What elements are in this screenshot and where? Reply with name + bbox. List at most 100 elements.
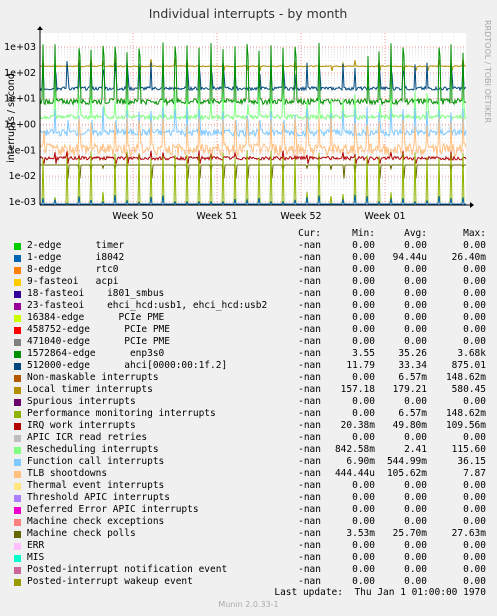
legend-cur: -nan [298, 300, 321, 311]
legend-name: TLB shootdowns [27, 468, 108, 479]
legend-cur: -nan [298, 312, 321, 323]
legend-row: 18-fasteoi i801_smbus -nan 0.00 0.00 0.00 [0, 288, 497, 300]
legend-name: APIC ICR read retries [27, 432, 148, 443]
legend-row: MIS -nan 0.00 0.00 0.00 [0, 552, 497, 564]
x-tick-label: Week 50 [112, 211, 153, 222]
legend-min: 0.00 [352, 480, 375, 491]
legend-max: 0.00 [463, 492, 486, 503]
legend-min: 0.00 [352, 432, 375, 443]
legend-cur: -nan [298, 432, 321, 443]
legend-row: ERR -nan 0.00 0.00 0.00 [0, 540, 497, 552]
legend-row: 1-edge i8042 -nan 0.00 94.44u 26.40m [0, 252, 497, 264]
x-axis-arrow [470, 202, 474, 208]
legend-swatch [14, 519, 21, 526]
legend-name: 512000-edge ahci[0000:00:1f.2] [27, 360, 228, 371]
legend-swatch [14, 543, 21, 550]
y-tick-label: 1e-03 [9, 197, 36, 208]
legend-cur: -nan [298, 540, 321, 551]
legend-cur: -nan [298, 528, 321, 539]
legend-cur: -nan [298, 516, 321, 527]
legend-swatch [14, 363, 21, 370]
legend-row: Threshold APIC interrupts -nan 0.00 0.00 0.0… [0, 492, 497, 504]
legend-avg: 0.00 [404, 264, 427, 275]
legend-max: 148.62m [445, 372, 486, 383]
legend-cur: -nan [298, 276, 321, 287]
legend-max: 0.00 [463, 396, 486, 407]
legend-min: 3.53m [346, 528, 375, 539]
legend-max: 0.00 [463, 264, 486, 275]
legend-avg: 94.44u [392, 252, 427, 263]
legend-avg: 0.00 [404, 516, 427, 527]
legend-max: 0.00 [463, 564, 486, 575]
legend-min: 0.00 [352, 372, 375, 383]
legend-max: 109.56m [445, 420, 486, 431]
legend-cur: -nan [298, 576, 321, 587]
legend-row: Performance monitoring interrupts -nan 0.0… [0, 408, 497, 420]
legend-swatch [14, 411, 21, 418]
y-axis-label: interrupts / second [6, 73, 17, 163]
legend-min: 0.00 [352, 264, 375, 275]
legend-avg: 0.00 [404, 564, 427, 575]
legend-min: 0.00 [352, 540, 375, 551]
y-tick-label: 1e-01 [9, 145, 36, 156]
y-tick-label: 1e+00 [4, 120, 36, 131]
legend-name: 458752-edge PCIe PME [27, 324, 170, 335]
legend-name: 18-fasteoi i801_smbus [27, 288, 165, 299]
last-update: Last update: Thu Jan 1 01:00:00 1970 [274, 587, 486, 598]
legend-cur: -nan [298, 264, 321, 275]
col-min: Min: [352, 228, 375, 239]
col-avg: Avg: [404, 228, 427, 239]
legend-cur: -nan [298, 240, 321, 251]
last-update-label: Last update: [274, 587, 343, 598]
legend-row: 458752-edge PCIe PME -nan 0.00 0.00 0.00 [0, 324, 497, 336]
legend-name: Non-maskable interrupts [27, 372, 159, 383]
legend-cur: -nan [298, 492, 321, 503]
x-tick-label: Week 52 [280, 211, 321, 222]
legend-max: 0.00 [463, 516, 486, 527]
legend-avg: 0.00 [404, 552, 427, 563]
legend-cur: -nan [298, 288, 321, 299]
y-tick-label: 1e+01 [4, 94, 36, 105]
legend-row: Posted-interrupt notification event -nan 0… [0, 564, 497, 576]
legend-name: 9-fasteoi acpi [27, 276, 119, 287]
y-tick-label: 1e-02 [9, 171, 36, 182]
legend-min: 157.18 [340, 384, 375, 395]
legend-avg: 0.00 [404, 396, 427, 407]
legend-avg: 2.41 [404, 444, 427, 455]
legend-min: 20.38m [340, 420, 375, 431]
legend-max: 0.00 [463, 240, 486, 251]
legend-swatch [14, 291, 21, 298]
legend-row: IRQ work interrupts -nan 20.38m 49.80m 109.5… [0, 420, 497, 432]
legend-name: 8-edge rtc0 [27, 264, 119, 275]
legend-max: 0.00 [463, 336, 486, 347]
legend-cur: -nan [298, 384, 321, 395]
series-line [40, 194, 466, 205]
legend-avg: 0.00 [404, 324, 427, 335]
legend-avg: 0.00 [404, 576, 427, 587]
series-line [39, 106, 467, 138]
legend-name: Function call interrupts [27, 456, 165, 467]
legend-row: 2-edge timer -nan 0.00 0.00 0.00 [0, 240, 497, 252]
legend-name: Machine check exceptions [27, 516, 165, 527]
legend-swatch [14, 567, 21, 574]
series-line [40, 164, 466, 179]
legend-max: 26.40m [451, 252, 486, 263]
legend-max: 3.68k [457, 348, 486, 359]
series-line [39, 60, 467, 92]
legend-row: 1572864-edge enp3s0 -nan 3.55 35.26 3.68k [0, 348, 497, 360]
legend-name: 471040-edge PCIe PME [27, 336, 170, 347]
legend-avg: 6.57m [398, 372, 427, 383]
legend-row: 512000-edge ahci[0000:00:1f.2] -nan 11.79 3… [0, 360, 497, 372]
legend-cur: -nan [298, 408, 321, 419]
legend-name: Posted-interrupt notification event [27, 564, 228, 575]
legend-avg: 0.00 [404, 336, 427, 347]
legend-row: Spurious interrupts -nan 0.00 0.00 0.00 [0, 396, 497, 408]
legend-cur: -nan [298, 504, 321, 515]
legend-name: 1572864-edge enp3s0 [27, 348, 165, 359]
munin-version: Munin 2.0.33-1 [218, 600, 279, 609]
legend-name: Performance monitoring interrupts [27, 408, 216, 419]
legend-row: TLB shootdowns -nan 444.44u 105.62m 7.87 [0, 468, 497, 480]
legend-row: 23-fasteoi ehci_hcd:usb1, ehci_hcd:usb2 -… [0, 300, 497, 312]
series-line [40, 57, 466, 71]
legend-row: Thermal event interrupts -nan 0.00 0.00 0.00 [0, 480, 497, 492]
